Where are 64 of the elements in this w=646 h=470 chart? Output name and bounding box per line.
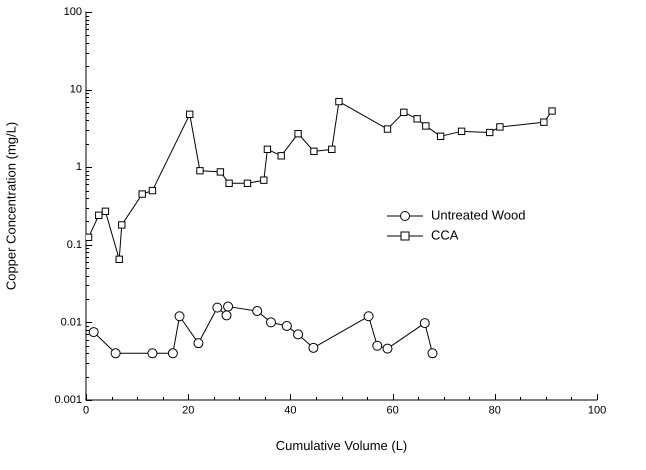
- y-tick-label: 0.01: [60, 316, 82, 328]
- point: [436, 132, 444, 140]
- point: [400, 108, 408, 116]
- point: [88, 327, 99, 338]
- point: [116, 256, 123, 263]
- point: [486, 128, 494, 136]
- point: [293, 329, 304, 340]
- point: [225, 180, 233, 187]
- y-tick-label: 0.001: [54, 394, 82, 406]
- x-tick-label: 20: [182, 404, 194, 417]
- x-tick-label: 100: [588, 404, 606, 417]
- point: [278, 152, 285, 160]
- point: [364, 311, 374, 322]
- point: [548, 107, 556, 115]
- point: [168, 348, 178, 358]
- x-tick-label: 0: [82, 404, 90, 417]
- point: [264, 146, 272, 153]
- point: [95, 212, 102, 219]
- point: [335, 98, 343, 106]
- point: [174, 311, 185, 322]
- point: [86, 234, 92, 241]
- y-tick-label: 0.1: [66, 238, 82, 251]
- y-tick-label: 100: [64, 6, 82, 18]
- point: [420, 318, 430, 328]
- x-tick-label: 40: [284, 404, 297, 417]
- point: [186, 110, 194, 118]
- x-axis-title: Cumulative Volume (L): [276, 438, 408, 453]
- x-tick-label: 80: [488, 404, 501, 417]
- point: [102, 208, 110, 216]
- y-axis-title: Copper Concentration (mg/L): [3, 122, 18, 290]
- point: [422, 122, 430, 130]
- point: [458, 128, 466, 135]
- point: [196, 167, 204, 174]
- point: [223, 302, 234, 312]
- point: [308, 342, 318, 353]
- point: [384, 125, 392, 133]
- point: [310, 148, 318, 156]
- point: [118, 221, 126, 229]
- y-tick-label: 1: [76, 161, 82, 174]
- point: [266, 317, 276, 328]
- point: [294, 130, 302, 138]
- point: [260, 176, 268, 184]
- y-tick-label: 10: [70, 84, 82, 96]
- point: [540, 118, 548, 126]
- point: [148, 186, 156, 194]
- point: [496, 123, 504, 131]
- point: [138, 190, 146, 198]
- point: [372, 340, 382, 351]
- point: [328, 146, 336, 153]
- point: [222, 310, 232, 320]
- legend-label: Untreated Wood: [431, 208, 526, 223]
- point: [216, 168, 224, 176]
- legend-label: CCA: [431, 228, 459, 243]
- point: [427, 348, 438, 358]
- point: [282, 320, 292, 331]
- point: [193, 338, 204, 348]
- point: [252, 306, 262, 316]
- point: [147, 348, 158, 358]
- point: [244, 180, 252, 187]
- point: [212, 302, 222, 313]
- x-tick-label: 60: [386, 404, 399, 417]
- point: [110, 348, 121, 358]
- point: [382, 344, 392, 354]
- point: [413, 115, 421, 123]
